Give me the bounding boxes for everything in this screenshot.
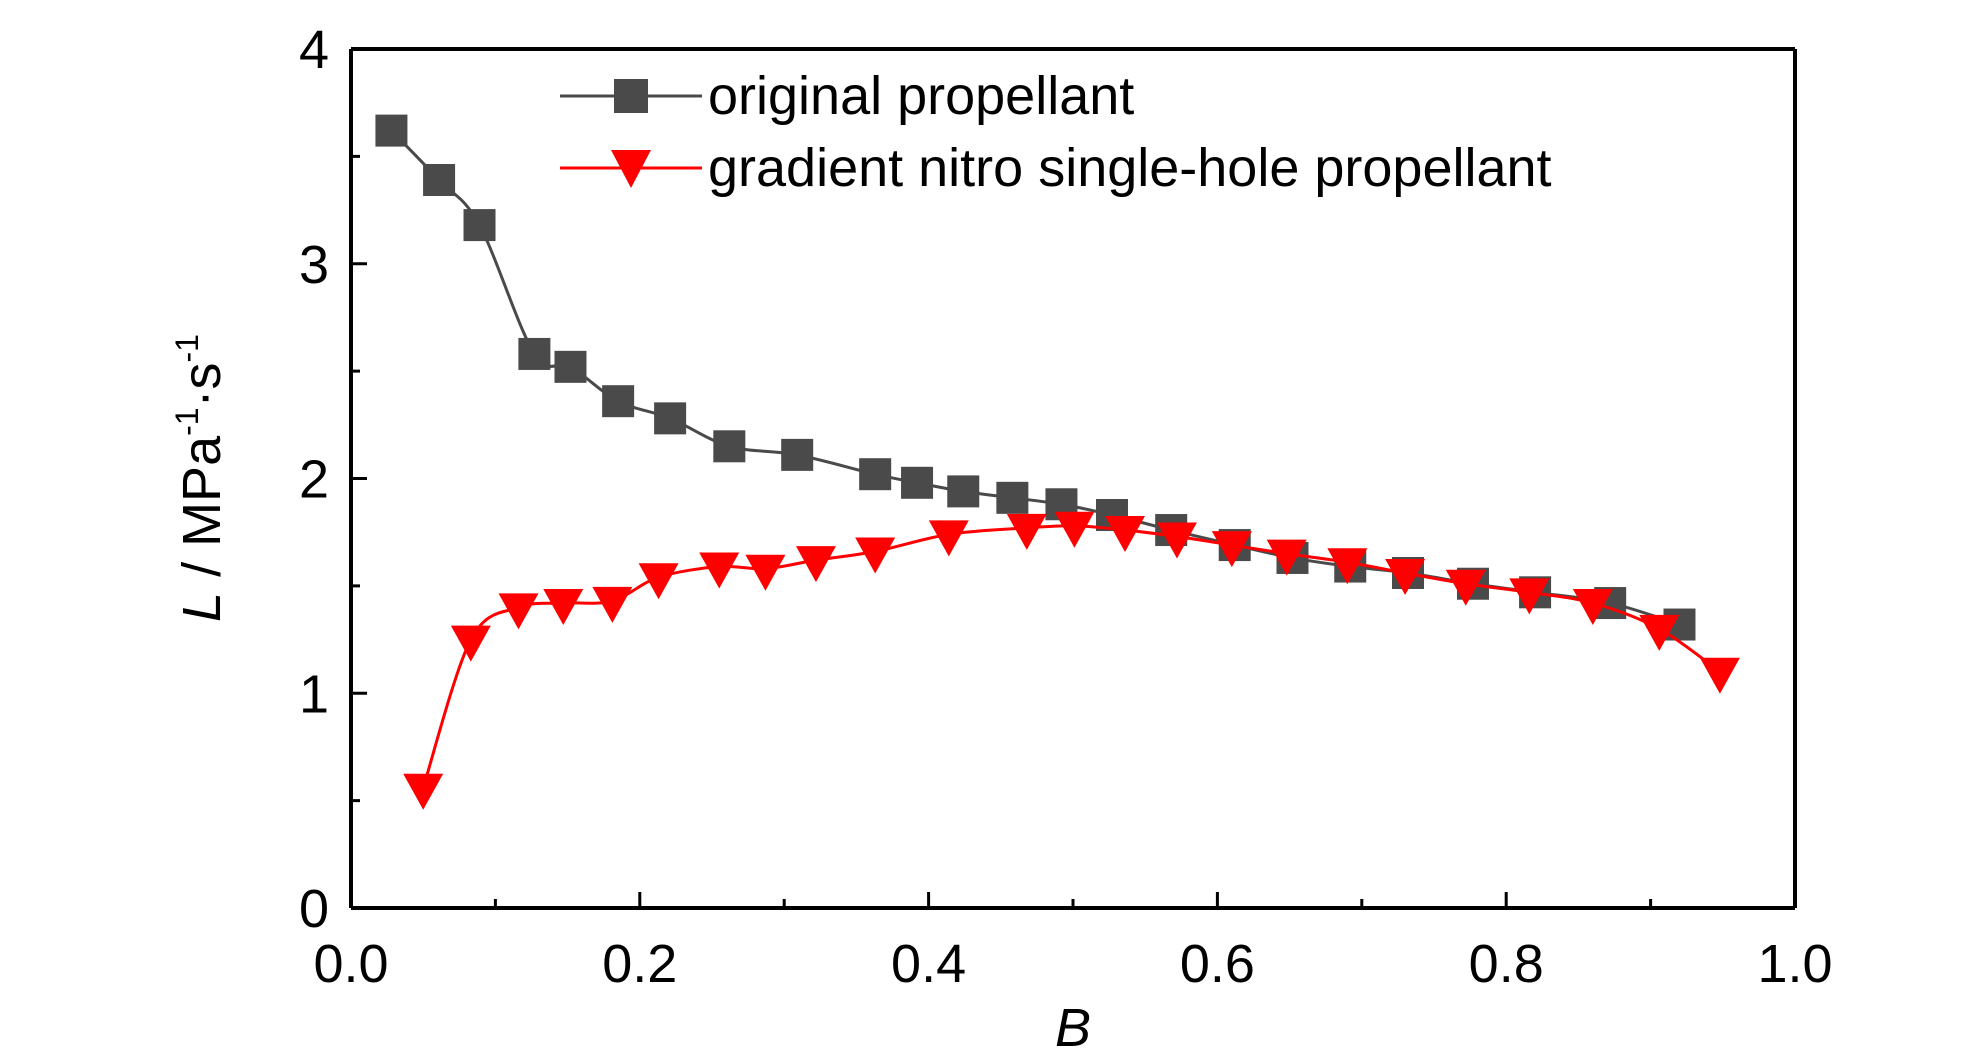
y-axis-ticks: 0 1 2 3 4 [299, 20, 367, 939]
data-point-triangle [498, 593, 539, 630]
data-point-square [375, 114, 408, 147]
data-point-triangle [1266, 539, 1307, 576]
y-tick-label: 1 [299, 664, 329, 724]
y-axis-label-var: L [172, 592, 232, 622]
legend-label-gradient: gradient nitro single-hole propellant [708, 138, 1552, 198]
data-point-square [901, 466, 934, 499]
x-tick-label: 0.2 [602, 934, 677, 994]
y-tick-label: 3 [299, 235, 329, 295]
legend-marker-triangle-down [611, 150, 651, 188]
data-point-square [423, 163, 456, 196]
data-point-square [713, 430, 746, 463]
data-point-square [554, 350, 587, 383]
legend-item-original: original propellant [560, 66, 1134, 126]
y-tick-label: 2 [299, 450, 329, 510]
data-point-square [654, 402, 687, 435]
y-axis-label-exp2: -1 [169, 334, 205, 362]
data-point-triangle [1385, 558, 1426, 595]
data-point-triangle [403, 773, 444, 810]
x-tick-label: 1.0 [1757, 934, 1832, 994]
y-tick-label: 4 [299, 20, 329, 80]
data-point-square [996, 481, 1029, 514]
data-point-square [602, 385, 635, 418]
data-point-triangle [795, 546, 836, 583]
legend-label-original: original propellant [708, 66, 1134, 126]
data-point-square [947, 475, 980, 508]
data-point-triangle [745, 554, 786, 591]
data-point-triangle [1054, 511, 1095, 548]
data-point-triangle [1156, 522, 1197, 559]
data-point-triangle [1509, 578, 1550, 615]
data-point-triangle [450, 625, 491, 662]
data-point-square [463, 209, 496, 242]
data-point-triangle [928, 520, 969, 557]
y-axis-label: L / MPa-1·s-1 [169, 334, 232, 622]
data-point-triangle [543, 589, 584, 626]
data-point-triangle [699, 552, 740, 589]
data-point-square [859, 458, 892, 491]
data-point-square [518, 337, 551, 370]
data-point-triangle [1211, 531, 1252, 568]
data-point-square [781, 438, 814, 471]
x-axis-label: B [1055, 998, 1091, 1058]
data-point-triangle [1639, 614, 1680, 651]
y-axis-label-exp1: -1 [169, 407, 205, 435]
data-point-triangle [855, 537, 896, 574]
x-tick-label: 0.0 [313, 934, 388, 994]
legend-marker-square [614, 79, 648, 113]
x-tick-label: 0.8 [1469, 934, 1544, 994]
data-point-triangle [1327, 548, 1368, 585]
data-point-triangle [1006, 513, 1047, 550]
x-tick-label: 0.4 [891, 934, 966, 994]
data-point-triangle [638, 563, 679, 600]
data-point-triangle [1104, 516, 1145, 553]
y-axis-label-unit: / MPa [172, 435, 232, 592]
data-point-triangle [592, 586, 633, 623]
data-point-triangle [1572, 589, 1613, 626]
legend: original propellant gradient nitro singl… [560, 66, 1552, 198]
y-tick-label: 0 [299, 879, 329, 939]
series-1 [403, 511, 1740, 810]
x-tick-label: 0.6 [1180, 934, 1255, 994]
data-point-triangle [1699, 657, 1740, 694]
series-line [421, 524, 1721, 789]
y-axis-label-mid: ·s [172, 362, 232, 407]
series-layer [375, 114, 1740, 810]
x-axis-ticks: 0.0 0.2 0.4 0.6 0.8 1.0 [313, 892, 1833, 994]
legend-item-gradient: gradient nitro single-hole propellant [560, 138, 1552, 198]
data-point-triangle [1445, 569, 1486, 606]
